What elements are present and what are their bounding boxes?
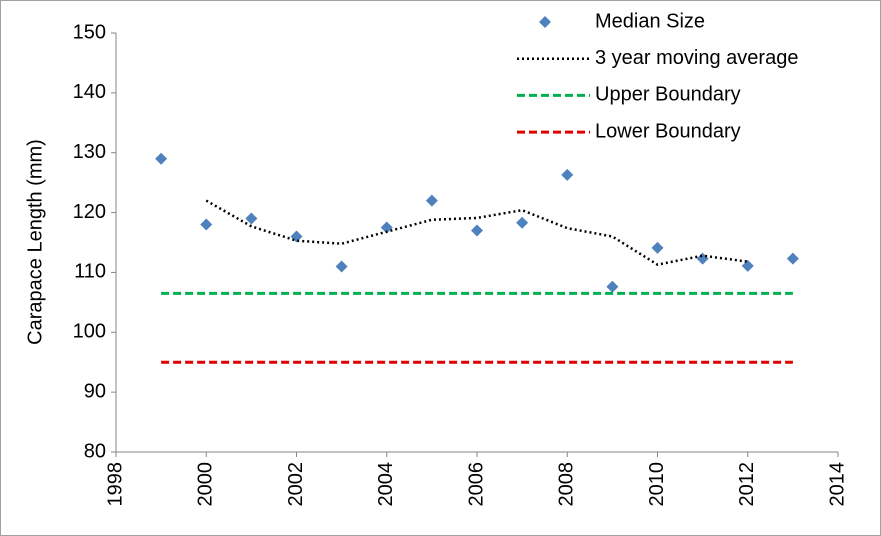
x-tick-label: 2000 [195, 462, 217, 507]
y-tick-label: 130 [73, 141, 106, 163]
legend-label: Upper Boundary [595, 84, 741, 106]
data-point [741, 259, 754, 272]
y-axis-label: Carapace Length (mm) [24, 139, 46, 345]
y-tick-label: 150 [73, 21, 106, 43]
x-tick-label: 2004 [375, 462, 397, 507]
data-point [696, 252, 709, 265]
x-tick-label: 2008 [556, 462, 578, 507]
legend-label: Lower Boundary [595, 120, 741, 142]
data-point [245, 212, 258, 225]
x-tick-label: 1998 [104, 462, 126, 507]
x-tick-label: 2010 [646, 462, 668, 507]
legend-label: 3 year moving average [595, 47, 798, 69]
y-tick-label: 100 [73, 321, 106, 343]
y-tick-label: 110 [74, 261, 106, 283]
y-tick-label: 90 [84, 380, 106, 402]
x-tick-label: 2012 [736, 462, 758, 507]
data-point [425, 194, 438, 207]
y-tick-label: 120 [73, 201, 106, 223]
data-point [335, 260, 348, 273]
y-tick-label: 140 [73, 81, 106, 103]
x-tick-label: 2014 [826, 462, 848, 507]
data-point [606, 280, 619, 293]
data-point [786, 252, 799, 265]
data-point [200, 218, 213, 231]
x-tick-label: 2006 [465, 462, 487, 507]
legend-marker [539, 16, 551, 28]
data-point [561, 168, 574, 181]
legend-label: Median Size [595, 10, 705, 32]
y-tick-label: 80 [84, 440, 106, 462]
data-point [516, 216, 529, 229]
data-point [380, 221, 393, 234]
x-tick-label: 2002 [285, 462, 307, 507]
data-point [155, 152, 168, 165]
data-point [471, 224, 483, 237]
series-line [205, 199, 748, 266]
data-point [651, 241, 664, 254]
